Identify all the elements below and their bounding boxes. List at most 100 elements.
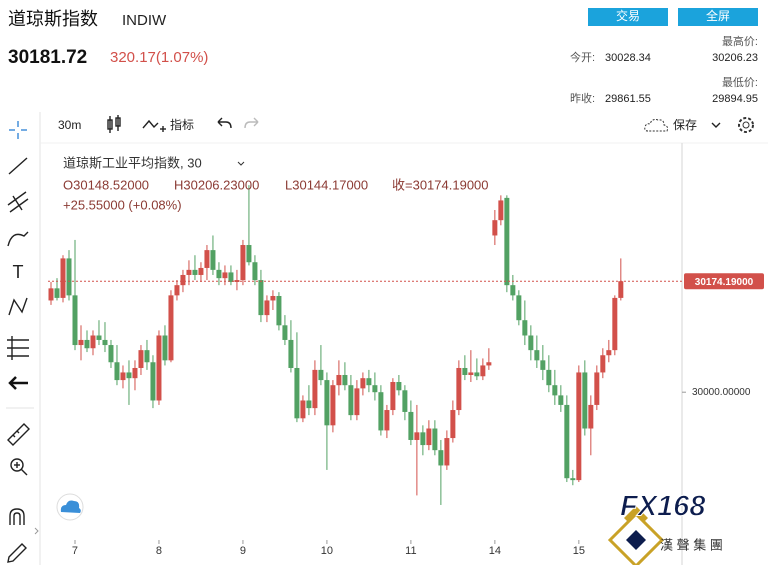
candle-body — [54, 288, 60, 298]
candle-body — [192, 269, 198, 275]
candle-body — [618, 281, 624, 298]
price-label: 30174.19000 — [695, 277, 754, 288]
candle-body — [570, 478, 576, 481]
candle-body — [564, 404, 570, 479]
redo[interactable] — [244, 117, 259, 129]
candle-body — [354, 388, 360, 416]
draw-lock-tool[interactable] — [7, 543, 27, 563]
candle-body — [120, 372, 126, 381]
expand-arrow[interactable] — [34, 527, 39, 535]
settings-icon[interactable] — [738, 117, 754, 133]
candle-body — [156, 335, 162, 401]
candle-body — [558, 395, 564, 405]
logo-cloud — [60, 500, 81, 513]
stat-value: 29861.55 — [605, 93, 651, 105]
fib-tool[interactable] — [7, 191, 29, 213]
candle-body — [486, 362, 492, 366]
candle-body — [360, 378, 366, 389]
back-tool[interactable] — [8, 376, 28, 390]
trend-tool[interactable] — [8, 157, 28, 175]
stat-label: 昨收: — [570, 91, 595, 105]
candle-body — [48, 288, 54, 301]
text-tool[interactable]: T — [13, 262, 24, 282]
x-tick-label: 7 — [72, 545, 78, 557]
candle-body — [270, 295, 276, 301]
magnet-tool[interactable] — [9, 508, 25, 525]
pattern-tool[interactable] — [8, 297, 28, 316]
watermark-brand: FX168 — [620, 491, 706, 523]
stat-label: 最高价: — [722, 34, 758, 48]
stat-label: 今开: — [570, 50, 595, 64]
measure-tool[interactable] — [7, 336, 29, 360]
price-label-box — [684, 273, 764, 290]
candle-body — [114, 362, 120, 381]
x-tick-label: 9 — [240, 545, 246, 557]
crosshair-tool[interactable] — [9, 121, 27, 139]
candle-body — [330, 385, 336, 426]
candle-body — [84, 339, 90, 349]
watermark-group: 漢 聲 集 團 — [660, 537, 723, 552]
candle-body — [384, 410, 390, 431]
fullscreen-button[interactable] — [678, 8, 758, 26]
candle-body — [312, 369, 318, 409]
candle-body — [504, 197, 510, 286]
candle-body — [204, 250, 210, 268]
legend-change: +25.55000 (+0.08%) — [63, 197, 182, 212]
candle-body — [576, 372, 582, 481]
candle-body — [450, 410, 456, 439]
candle-body — [90, 335, 96, 349]
candle-body — [264, 300, 270, 316]
indicator-button[interactable]: 指标 — [170, 117, 194, 132]
candle-body — [612, 297, 618, 351]
x-tick-label: 14 — [489, 545, 501, 557]
save-menu[interactable] — [711, 122, 721, 128]
candle-body — [534, 350, 540, 361]
x-tick-label: 10 — [321, 545, 333, 557]
candle-body — [198, 267, 204, 275]
candle-body — [186, 269, 192, 275]
indicator-icon[interactable] — [142, 119, 166, 132]
candle-body — [96, 335, 102, 340]
legend-open: O30148.52000 — [63, 177, 149, 192]
trade-button-label[interactable]: 交易 — [616, 8, 640, 23]
candle-body — [492, 220, 498, 236]
candle-body — [390, 382, 396, 411]
interval[interactable]: 30m — [58, 118, 81, 132]
ruler-tool[interactable] — [7, 423, 30, 446]
candle-body — [228, 272, 234, 282]
candle-body — [150, 362, 156, 401]
zoom-tool[interactable] — [10, 458, 28, 476]
candle-body — [294, 367, 300, 419]
watermark-logo — [607, 506, 665, 569]
x-tick-label: 8 — [156, 545, 162, 557]
undo[interactable] — [217, 117, 232, 129]
candle-body — [438, 450, 444, 466]
candle-body — [72, 295, 78, 346]
candle-body — [462, 367, 468, 375]
legend-low: L30144.17000 — [285, 177, 368, 192]
candle-body — [342, 374, 348, 386]
stat-value: 30028.34 — [605, 52, 651, 64]
trade-button[interactable] — [588, 8, 668, 26]
candle-body — [402, 390, 408, 412]
fullscreen-button-label[interactable]: 全屏 — [706, 8, 730, 23]
candle-body — [174, 285, 180, 296]
change: 320.17(1.07%) — [110, 49, 208, 66]
candle-body — [546, 369, 552, 386]
candle-body — [474, 372, 480, 377]
candle-body — [378, 392, 384, 431]
legend-menu[interactable] — [237, 161, 245, 166]
save-button[interactable]: 保存 — [673, 118, 697, 132]
candle-body — [420, 432, 426, 446]
candle-body — [594, 372, 600, 405]
plot: 30000.00000 7 8 9 10 11 14 15 30174.19000 — [48, 185, 764, 557]
x-tick-label: 15 — [573, 545, 585, 557]
candle-body — [282, 325, 288, 340]
candle-body — [522, 320, 528, 336]
brush-tool[interactable] — [7, 231, 29, 247]
cloud-icon[interactable] — [644, 119, 669, 132]
candle-body — [480, 365, 486, 377]
candle-body — [66, 258, 72, 296]
candle-icon[interactable] — [107, 115, 121, 133]
